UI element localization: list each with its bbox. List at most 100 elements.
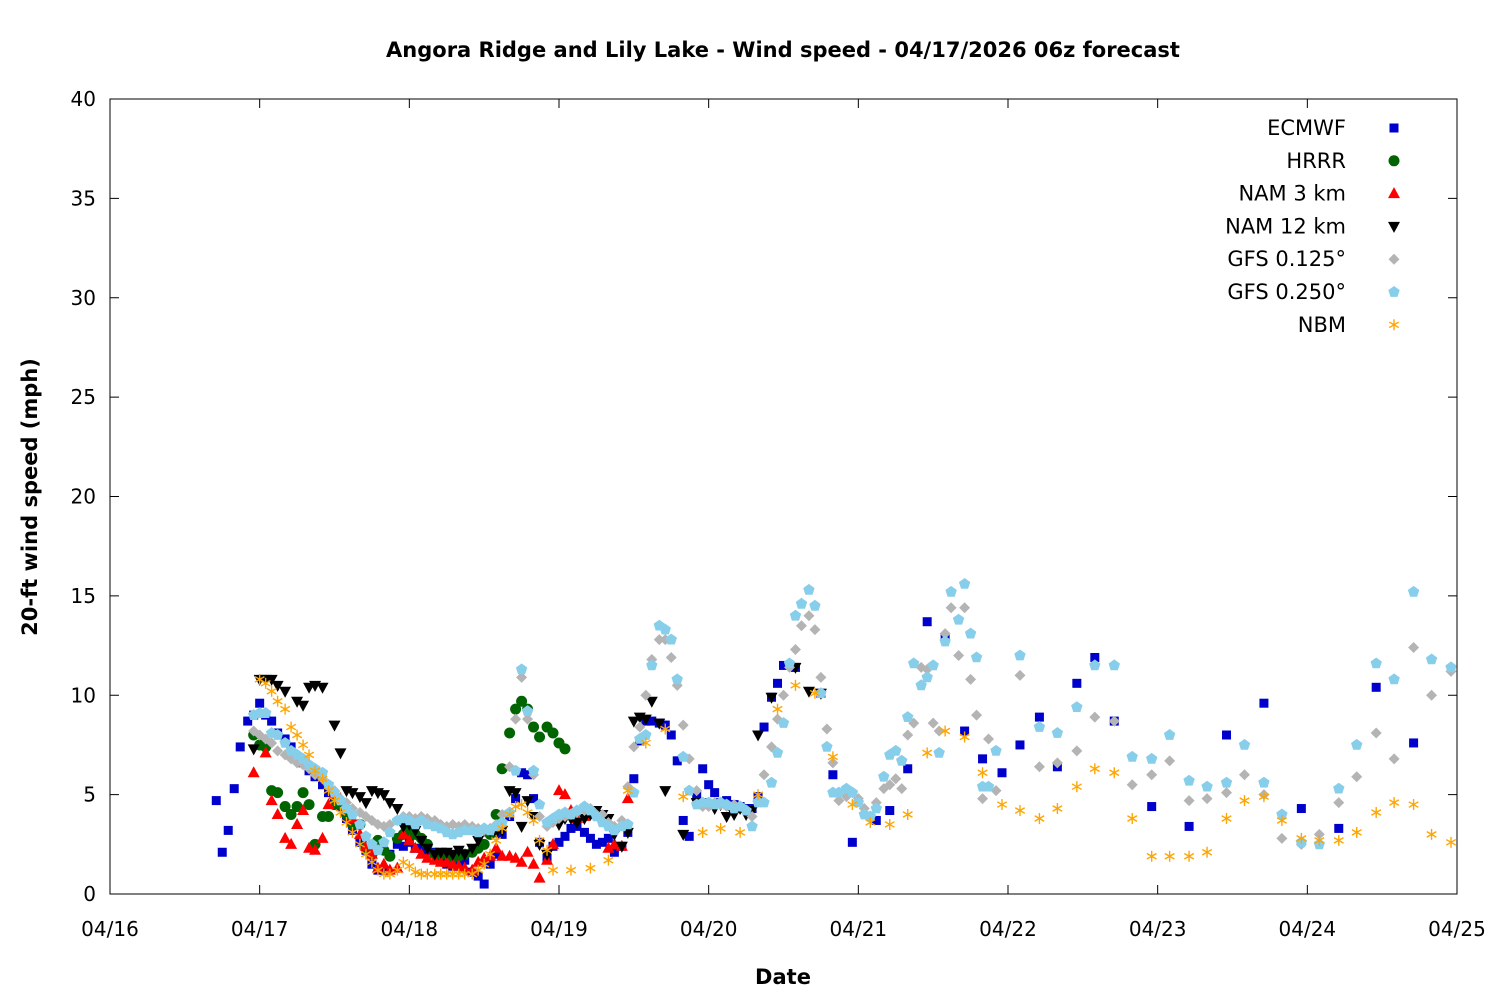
data-point (789, 609, 802, 621)
legend-label: HRRR (1286, 149, 1346, 173)
data-point (334, 748, 347, 760)
data-point (529, 794, 539, 804)
data-point (1201, 793, 1213, 805)
data-point (271, 808, 284, 819)
data-point (653, 718, 666, 730)
legend-item-nam-12-km: NAM 12 km (1225, 214, 1400, 238)
x-tick-label: 04/23 (1129, 917, 1187, 941)
data-point (346, 788, 359, 800)
data-point (1276, 814, 1288, 826)
data-point (1072, 678, 1082, 688)
data-point (297, 752, 309, 764)
data-point (297, 739, 309, 751)
data-point (640, 689, 652, 701)
data-point (279, 801, 291, 813)
data-point (671, 673, 683, 685)
data-point (490, 809, 502, 820)
legend-item-ecmwf: ECMWF (1267, 116, 1399, 140)
data-point (515, 821, 528, 833)
legend: ECMWF HRRR NAM 3 km NAM 12 km GFS 0.125° GFS … (1225, 116, 1400, 337)
data-point (497, 822, 508, 834)
data-point (579, 827, 589, 837)
data-point (1183, 774, 1195, 786)
data-point (933, 725, 945, 737)
legend-item-hrrr: HRRR (1286, 149, 1400, 173)
data-point (653, 634, 665, 646)
data-point (1408, 642, 1420, 654)
data-point (353, 792, 366, 804)
data-point (697, 826, 708, 838)
data-point (341, 816, 352, 828)
data-point (803, 610, 815, 622)
data-point (795, 597, 808, 609)
data-point (1276, 832, 1288, 844)
data-point (677, 750, 689, 762)
data-point (521, 796, 534, 808)
data-point (1221, 787, 1233, 799)
data-point (778, 689, 789, 701)
data-point (765, 776, 778, 788)
data-point (421, 851, 434, 863)
data-point (1071, 701, 1083, 712)
x-axis-label: Date (755, 965, 811, 989)
data-point (323, 785, 334, 797)
data-point (272, 695, 283, 707)
data-point (1126, 779, 1138, 791)
data-point (1089, 711, 1101, 723)
data-point (1015, 740, 1025, 750)
data-point (902, 809, 913, 820)
data-point (354, 818, 366, 830)
data-point (267, 716, 277, 726)
data-point (359, 798, 372, 810)
data-point (260, 677, 271, 689)
data-point (990, 785, 1002, 797)
data-point (982, 780, 995, 792)
data-point (309, 843, 322, 855)
data-point (978, 754, 988, 764)
data-point (303, 749, 315, 761)
data-point (964, 627, 977, 639)
data-point (516, 695, 528, 707)
series-nbm (254, 673, 1457, 880)
data-point (884, 779, 896, 791)
data-point (1313, 828, 1325, 840)
data-point (1014, 649, 1026, 661)
data-point (959, 731, 970, 743)
data-point (590, 810, 603, 822)
data-point (1314, 834, 1325, 846)
data-point (710, 788, 720, 798)
data-point (235, 742, 245, 752)
data-point (1051, 757, 1063, 769)
data-point (510, 703, 522, 715)
data-point (1371, 807, 1382, 819)
data-point (846, 786, 859, 798)
data-point (279, 703, 291, 715)
data-point (360, 830, 372, 842)
data-point (391, 804, 404, 816)
data-point (734, 826, 746, 838)
data-point (597, 837, 607, 847)
data-point (570, 817, 583, 829)
data-point (1051, 727, 1064, 738)
legend-label: NAM 12 km (1225, 214, 1346, 238)
data-point (939, 628, 951, 640)
data-point (1146, 850, 1157, 862)
data-point (628, 741, 640, 753)
legend-marker (1388, 253, 1400, 265)
data-point (740, 804, 752, 816)
data-point (384, 818, 396, 830)
data-point (1258, 791, 1270, 803)
data-point (279, 686, 292, 698)
data-point (478, 838, 490, 850)
data-point (515, 855, 528, 867)
data-point (678, 815, 688, 825)
x-tick-label: 04/18 (381, 917, 439, 941)
data-point (977, 793, 989, 805)
data-point (516, 799, 527, 811)
data-point (639, 714, 652, 726)
data-point (789, 644, 801, 656)
data-point (517, 768, 527, 778)
legend-marker (1388, 319, 1400, 331)
data-point (647, 716, 657, 726)
